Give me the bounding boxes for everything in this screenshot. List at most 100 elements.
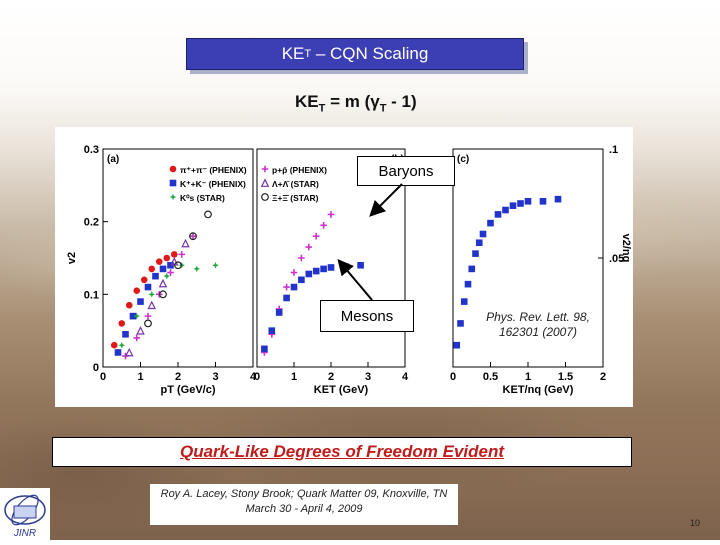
data-point bbox=[275, 309, 283, 316]
y-axis-label: v2/nq bbox=[620, 234, 632, 263]
data-point bbox=[453, 341, 461, 349]
data-point bbox=[174, 261, 182, 270]
data-point bbox=[136, 326, 145, 335]
data-point bbox=[283, 283, 290, 291]
formula-part-c: - 1) bbox=[386, 92, 417, 111]
x-tick-label: 3 bbox=[212, 371, 218, 383]
data-point bbox=[554, 195, 562, 203]
data-point bbox=[268, 327, 276, 334]
legend-marker bbox=[169, 193, 177, 201]
y-tick-label: 0.1 bbox=[84, 289, 99, 301]
data-point bbox=[137, 298, 144, 305]
data-point bbox=[305, 270, 313, 278]
y-axis-label: v2 bbox=[66, 252, 78, 264]
y-tick-label: 0 bbox=[93, 362, 99, 374]
legend-entry: K⁰s (STAR) bbox=[180, 193, 225, 203]
jinr-logo-graphic: JINR bbox=[4, 494, 46, 539]
data-point bbox=[479, 230, 487, 238]
panel-tag: (a) bbox=[107, 154, 119, 165]
data-point bbox=[144, 312, 152, 320]
x-tick-label: 4 bbox=[250, 371, 257, 383]
baryons-callout: Baryons bbox=[357, 156, 455, 186]
data-point bbox=[124, 347, 134, 357]
data-point bbox=[327, 264, 335, 271]
data-point bbox=[290, 269, 298, 276]
data-point bbox=[517, 200, 524, 207]
author-footer: Roy A. Lacey, Stony Brook; Quark Matter … bbox=[150, 484, 458, 525]
data-point bbox=[494, 211, 502, 218]
x-tick-label: 0 bbox=[100, 371, 106, 383]
legend-entry: Ξ+Ξ̄ (STAR) bbox=[272, 193, 319, 203]
ket-formula: KET = m (γT - 1) bbox=[295, 92, 417, 114]
data-point bbox=[261, 345, 268, 353]
title-ke: KE bbox=[281, 44, 305, 63]
data-point bbox=[110, 341, 118, 349]
data-point bbox=[170, 251, 178, 258]
data-point bbox=[305, 243, 313, 251]
data-point bbox=[509, 202, 517, 209]
x-tick-label: 0.5 bbox=[483, 371, 498, 383]
logo-text: JINR bbox=[13, 528, 36, 539]
data-point bbox=[152, 272, 159, 280]
data-point bbox=[212, 261, 219, 269]
banner-text: Quark-Like Degrees of Freedom Evident bbox=[179, 442, 505, 461]
data-point bbox=[460, 298, 468, 305]
data-point bbox=[283, 294, 290, 302]
x-tick-label: 0 bbox=[254, 371, 260, 383]
data-point bbox=[118, 341, 126, 349]
data-point bbox=[189, 232, 197, 240]
formula-sub-1: T bbox=[318, 102, 326, 115]
y-tick-label: .1 bbox=[609, 144, 618, 156]
data-point bbox=[475, 239, 483, 247]
y-tick-label: 0.2 bbox=[84, 217, 99, 229]
baryons-label: Baryons bbox=[378, 162, 434, 180]
data-point bbox=[155, 258, 163, 265]
formula-part-a: KE bbox=[295, 92, 319, 111]
x-tick-label: 3 bbox=[365, 371, 371, 383]
x-axis-label: pT (GeV/c) bbox=[160, 384, 215, 396]
legend-marker bbox=[261, 165, 269, 173]
data-point bbox=[114, 349, 122, 356]
data-point bbox=[147, 300, 157, 310]
title-rest: – CQN Scaling bbox=[311, 44, 429, 63]
data-point bbox=[167, 269, 174, 276]
data-point bbox=[457, 320, 464, 327]
data-point bbox=[178, 251, 186, 258]
data-point bbox=[129, 312, 137, 320]
x-tick-label: 2 bbox=[175, 371, 181, 383]
panel-tag: (c) bbox=[457, 154, 469, 165]
legend-entry: p+p̄ (PHENIX) bbox=[272, 165, 327, 175]
formula-sub-2: T bbox=[379, 102, 387, 115]
data-point bbox=[524, 198, 532, 205]
data-point bbox=[159, 265, 167, 273]
data-point bbox=[312, 232, 320, 240]
legend-entry: π⁺+π⁻ (PHENIX) bbox=[180, 165, 247, 175]
data-point bbox=[204, 210, 212, 219]
data-point bbox=[320, 265, 327, 273]
x-tick-label: 1 bbox=[525, 371, 531, 383]
data-point bbox=[144, 283, 152, 291]
legend-marker bbox=[169, 165, 177, 173]
jinr-logo: JINR bbox=[0, 488, 50, 540]
data-point bbox=[468, 265, 476, 273]
x-axis-label: KET/nq (GeV) bbox=[503, 384, 574, 396]
x-tick-label: 2 bbox=[328, 371, 334, 383]
baryons-arrow bbox=[369, 183, 403, 217]
data-point bbox=[487, 219, 494, 227]
x-tick-label: 2 bbox=[600, 371, 606, 383]
conclusion-banner: Quark-Like Degrees of Freedom Evident bbox=[52, 437, 632, 467]
data-point bbox=[144, 319, 152, 328]
data-point bbox=[502, 206, 509, 214]
legend-marker bbox=[261, 193, 269, 201]
legend-marker bbox=[260, 178, 270, 187]
mesons-arrow bbox=[337, 258, 373, 301]
legend-entry: K⁺+K⁻ (PHENIX) bbox=[180, 179, 246, 189]
data-point bbox=[122, 331, 129, 338]
data-point bbox=[125, 301, 133, 309]
formula-part-b: = m (γ bbox=[325, 92, 380, 111]
data-point bbox=[327, 211, 335, 218]
x-tick-label: 4 bbox=[402, 371, 409, 383]
data-point bbox=[298, 276, 305, 284]
